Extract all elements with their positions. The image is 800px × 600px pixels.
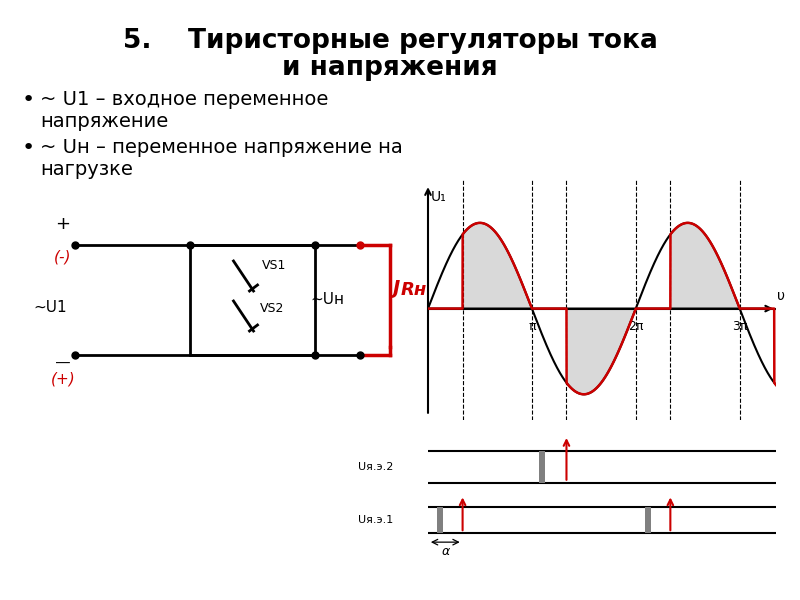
Bar [190, 245, 315, 355]
Text: α: α [441, 545, 450, 559]
Text: ~ Uн – переменное напряжение на: ~ Uн – переменное напряжение на [40, 138, 402, 157]
Bar [539, 451, 546, 482]
Text: Uя.э.1: Uя.э.1 [358, 515, 394, 525]
Text: ~U1: ~U1 [34, 301, 67, 316]
Text: •: • [22, 90, 35, 110]
Text: •: • [22, 138, 35, 158]
Text: Uя.э.2: Uя.э.2 [358, 462, 394, 472]
Text: 3π: 3π [732, 320, 747, 333]
Text: напряжение: напряжение [40, 112, 168, 131]
Text: U₁: U₁ [430, 190, 446, 204]
Bar [645, 508, 651, 533]
Text: 5.    Тиристорные регуляторы тока: 5. Тиристорные регуляторы тока [122, 28, 658, 54]
Text: и напряжения: и напряжения [282, 55, 498, 81]
Text: π: π [528, 320, 536, 333]
Text: J: J [392, 278, 399, 298]
Text: +: + [55, 215, 70, 233]
Text: υ: υ [777, 289, 785, 304]
Text: 2π: 2π [628, 320, 643, 333]
Text: ~Uн: ~Uн [310, 292, 345, 307]
Text: (+): (+) [50, 371, 75, 386]
Text: Rн: Rн [401, 281, 427, 299]
Text: ―: ― [56, 357, 70, 371]
Text: VS2: VS2 [259, 302, 284, 316]
Text: VS1: VS1 [262, 259, 286, 272]
Text: (-): (-) [54, 249, 72, 264]
Text: нагрузке: нагрузке [40, 160, 133, 179]
Text: ~ U1 – входное переменное: ~ U1 – входное переменное [40, 90, 328, 109]
Bar [437, 508, 443, 533]
